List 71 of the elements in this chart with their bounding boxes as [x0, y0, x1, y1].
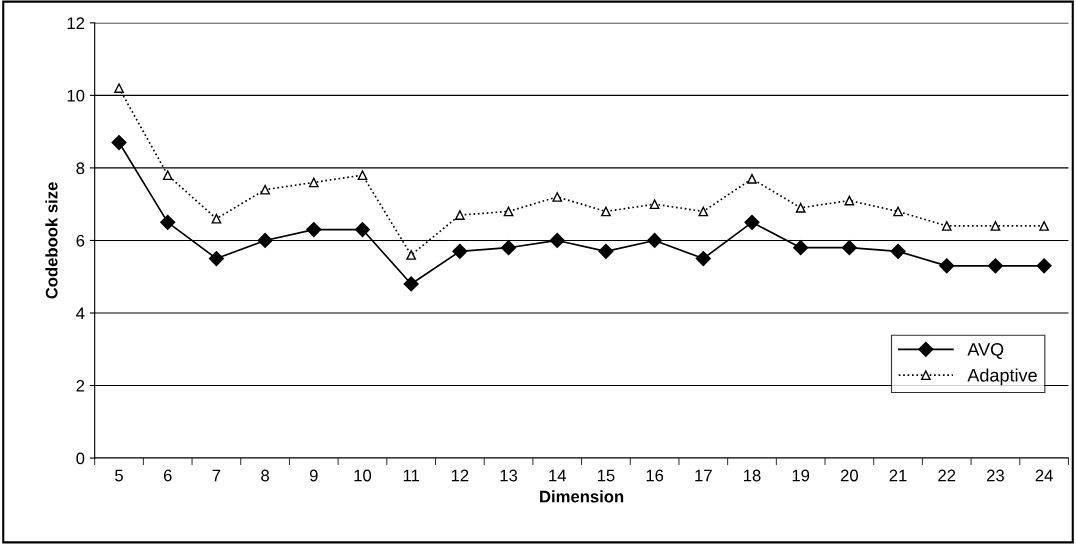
- point: [403, 276, 419, 292]
- point: [844, 195, 855, 206]
- point: [649, 199, 660, 210]
- point: [841, 240, 857, 256]
- point: [114, 83, 124, 93]
- y-axis-title: Codebook size: [45, 182, 58, 299]
- x-tick-label: 11: [403, 469, 420, 482]
- point: [454, 210, 465, 220]
- point: [990, 221, 1001, 231]
- point: [747, 173, 757, 184]
- point: [211, 213, 222, 224]
- x-tick-label: 13: [500, 469, 518, 482]
- x-axis-title: Dimension: [540, 490, 624, 503]
- x-tick-label: 20: [840, 469, 858, 482]
- point: [357, 170, 368, 181]
- point: [987, 258, 1004, 274]
- point: [260, 184, 270, 195]
- point: [793, 240, 809, 256]
- point: [308, 177, 319, 188]
- y-tick-label: 10: [67, 89, 85, 102]
- point: [162, 170, 173, 181]
- x-tick-label: 21: [889, 469, 907, 482]
- point: [549, 232, 565, 249]
- point: [939, 258, 955, 274]
- x-tick-label: 12: [451, 469, 469, 482]
- y-tick-label: 6: [76, 234, 85, 247]
- x-tick-label: 18: [743, 469, 761, 482]
- x-tick-label: 8: [261, 469, 270, 482]
- x-tick-label: 24: [1035, 469, 1053, 482]
- x-tick-label: 22: [938, 469, 956, 482]
- x-tick-label: 15: [597, 469, 615, 482]
- x-tick-label: 9: [309, 469, 318, 482]
- point: [890, 243, 906, 259]
- point: [306, 221, 322, 238]
- point: [160, 214, 176, 230]
- point: [552, 192, 563, 202]
- y-tick-label: 4: [76, 307, 85, 320]
- point: [601, 206, 611, 217]
- point: [744, 214, 760, 230]
- point: [406, 250, 417, 260]
- x-tick-label: 16: [646, 469, 664, 482]
- point: [647, 232, 663, 249]
- point: [1036, 258, 1052, 274]
- x-tick-label: 14: [549, 469, 567, 482]
- point: [598, 243, 614, 259]
- point: [795, 202, 806, 213]
- y-tick-label: 2: [76, 379, 85, 392]
- legend-label: AVQ: [967, 343, 1004, 360]
- x-tick-label: 19: [792, 469, 810, 482]
- y-tick-label: 12: [67, 17, 85, 29]
- point: [354, 221, 371, 238]
- legend-label: Adaptive: [967, 368, 1037, 386]
- x-tick-label: 10: [354, 469, 372, 482]
- x-tick-label: 17: [695, 469, 712, 482]
- point: [893, 206, 903, 217]
- point: [503, 206, 514, 217]
- x-tick-label: 23: [987, 469, 1004, 482]
- x-tick-label: 5: [115, 469, 123, 482]
- x-tick-label: 6: [163, 469, 172, 482]
- y-tick-label: 0: [76, 452, 85, 465]
- x-tick-label: 7: [212, 469, 221, 482]
- y-tick-label: 8: [76, 162, 85, 175]
- point: [452, 243, 468, 259]
- point: [695, 251, 711, 267]
- point: [257, 232, 273, 249]
- point: [1039, 221, 1049, 231]
- point: [698, 206, 709, 217]
- point: [111, 134, 127, 151]
- point: [500, 240, 517, 256]
- point: [208, 251, 224, 267]
- point: [941, 221, 952, 231]
